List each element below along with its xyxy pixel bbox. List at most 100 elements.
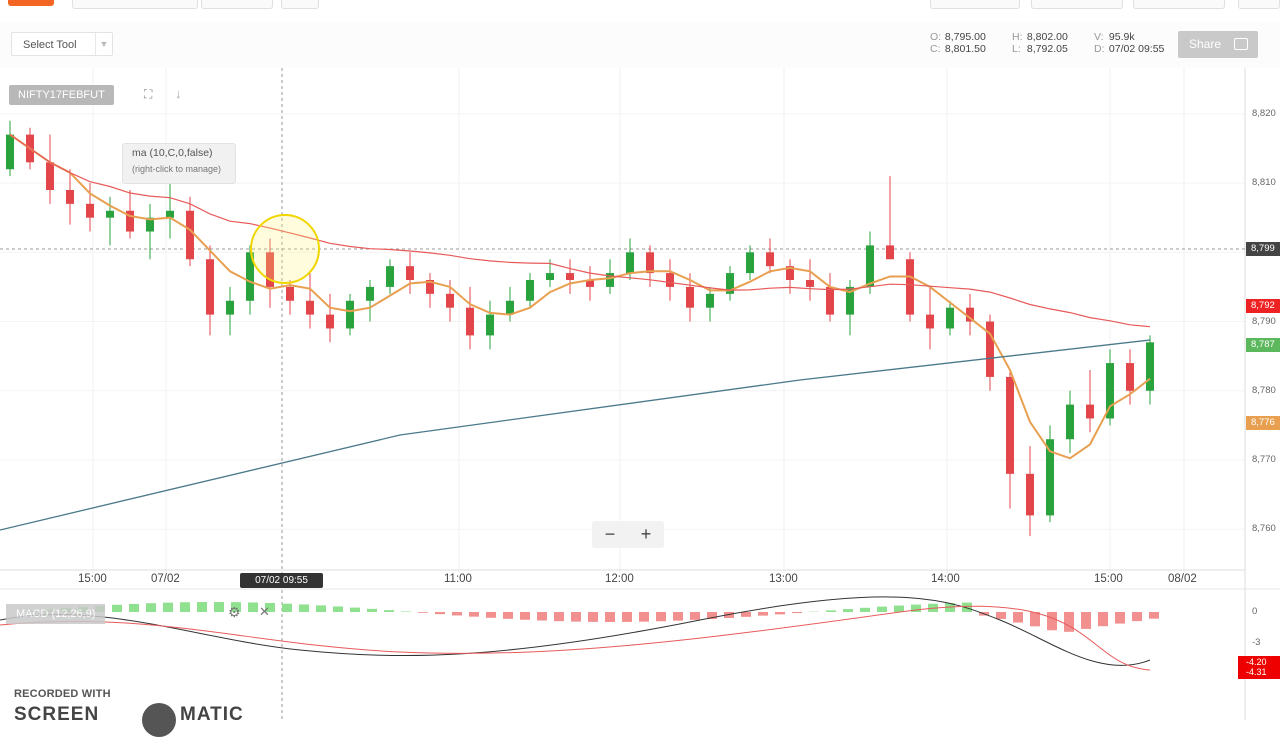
candle-down bbox=[986, 322, 994, 377]
macd-tick-0: 0 bbox=[1252, 606, 1257, 617]
candle-up bbox=[106, 211, 114, 218]
top-tab-4[interactable] bbox=[930, 0, 1020, 9]
zoom-in-button[interactable]: + bbox=[628, 521, 664, 548]
time-tick-label: 07/02 bbox=[151, 573, 180, 585]
expand-icon[interactable]: ⛶ bbox=[144, 88, 157, 101]
ohlc-high-low: H: 8,802.00 L: 8,792.05 bbox=[1012, 31, 1068, 55]
download-arrow-icon[interactable]: ↓ bbox=[175, 86, 182, 101]
candle-down bbox=[666, 273, 674, 287]
macd-histogram-bar bbox=[316, 605, 326, 612]
macd-histogram-bar bbox=[571, 612, 581, 622]
ohlc-volume-date: V: 95.9k D: 07/02 09:55 bbox=[1094, 31, 1164, 55]
watermark-brand-left: SCREEN bbox=[14, 704, 99, 726]
candle-down bbox=[466, 308, 474, 336]
crosshair-time-badge: 07/02 09:55 bbox=[240, 573, 323, 588]
macd-histogram-bar bbox=[469, 612, 479, 617]
high-value: 8,802.00 bbox=[1027, 31, 1068, 43]
candle-down bbox=[886, 245, 894, 259]
macd-histogram-bar bbox=[163, 603, 173, 612]
gear-icon[interactable]: ⚙ bbox=[228, 604, 241, 621]
price-tick-label: 8,820 bbox=[1252, 108, 1276, 119]
macd-histogram-bar bbox=[843, 609, 853, 612]
candle-up bbox=[226, 301, 234, 315]
top-tab-2[interactable] bbox=[201, 0, 273, 9]
macd-histogram-bar bbox=[418, 612, 428, 613]
candle-down bbox=[326, 315, 334, 329]
ma-slow-price-badge: 8,792 bbox=[1246, 299, 1280, 313]
candle-down bbox=[86, 204, 94, 218]
zoom-out-button[interactable]: − bbox=[592, 521, 628, 548]
candle-down bbox=[46, 162, 54, 190]
macd-histogram-bar bbox=[214, 602, 224, 612]
top-tab-5[interactable] bbox=[1031, 0, 1123, 9]
macd-histogram-bar bbox=[639, 612, 649, 622]
macd-histogram-bar bbox=[860, 608, 870, 612]
macd-histogram-bar bbox=[894, 606, 904, 612]
chevron-down-icon[interactable]: ▼ bbox=[95, 33, 112, 55]
candle-down bbox=[206, 259, 214, 314]
select-tool-label: Select Tool bbox=[23, 39, 77, 51]
macd-histogram-bar bbox=[486, 612, 496, 618]
candle-down bbox=[926, 315, 934, 329]
macd-histogram-bar bbox=[1013, 612, 1023, 623]
candle-down bbox=[1026, 474, 1034, 516]
candle-down bbox=[66, 190, 74, 204]
candle-up bbox=[866, 245, 874, 287]
watermark-brand-right: MATIC bbox=[180, 704, 244, 726]
macd-histogram-bar bbox=[1047, 612, 1057, 630]
candle-down bbox=[646, 252, 654, 273]
macd-histogram-bar bbox=[537, 612, 547, 621]
ma-tooltip-title: ma (10,C,0,false) bbox=[132, 147, 235, 159]
macd-histogram-bar bbox=[282, 604, 292, 612]
volume-value: 95.9k bbox=[1109, 31, 1135, 43]
time-tick-label: 15:00 bbox=[78, 573, 107, 585]
brand-logo[interactable] bbox=[8, 0, 54, 6]
candle-down bbox=[806, 280, 814, 287]
top-tab-7[interactable] bbox=[1238, 0, 1280, 9]
top-tab-6[interactable] bbox=[1133, 0, 1225, 9]
ma-tooltip[interactable]: ma (10,C,0,false) (right-click to manage… bbox=[122, 143, 236, 184]
candle-down bbox=[306, 301, 314, 315]
macd-histogram-bar bbox=[350, 608, 360, 612]
close-icon[interactable]: ✕ bbox=[259, 604, 270, 620]
candle-up bbox=[346, 301, 354, 329]
macd-histogram-bar bbox=[792, 612, 802, 613]
macd-histogram-bar bbox=[1149, 612, 1159, 619]
top-tab-1[interactable] bbox=[72, 0, 198, 9]
zoom-controls: − + bbox=[592, 521, 664, 548]
macd-histogram-bar bbox=[129, 604, 139, 612]
time-tick-label: 15:00 bbox=[1094, 573, 1123, 585]
chart-toolbar bbox=[0, 22, 1280, 68]
macd-histogram-bar bbox=[996, 612, 1006, 619]
macd-histogram-bar bbox=[758, 612, 768, 616]
watermark-recorded-with: RECORDED WITH bbox=[14, 688, 111, 700]
price-tick-label: 8,790 bbox=[1252, 316, 1276, 327]
crosshair-price-badge: 8,799 bbox=[1246, 242, 1280, 256]
select-tool-dropdown[interactable]: Select Tool ▼ bbox=[11, 32, 113, 56]
candle-up bbox=[486, 315, 494, 336]
date-label: D: bbox=[1094, 43, 1106, 55]
macd-histogram-bar bbox=[673, 612, 683, 621]
candle-down bbox=[686, 287, 694, 308]
time-tick-label: 08/02 bbox=[1168, 573, 1197, 585]
top-tab-3[interactable] bbox=[281, 0, 319, 9]
macd-histogram-bar bbox=[435, 612, 445, 614]
candle-up bbox=[546, 273, 554, 280]
candle-up bbox=[626, 252, 634, 273]
candle-down bbox=[826, 287, 834, 315]
macd-histogram-bar bbox=[112, 605, 122, 612]
macd-histogram-bar bbox=[452, 612, 462, 615]
open-label: O: bbox=[930, 31, 942, 43]
low-value: 8,792.05 bbox=[1027, 43, 1068, 55]
candle-up bbox=[746, 252, 754, 273]
share-label: Share bbox=[1189, 37, 1221, 51]
symbol-label[interactable]: NIFTY17FEBFUT bbox=[9, 85, 114, 105]
macd-histogram-bar bbox=[1115, 612, 1125, 624]
click-highlight-circle bbox=[251, 215, 319, 283]
macd-histogram-bar bbox=[1064, 612, 1074, 632]
share-arrow-icon bbox=[1234, 38, 1248, 50]
share-button[interactable]: Share bbox=[1178, 31, 1258, 58]
candle-down bbox=[1126, 363, 1134, 391]
macd-label[interactable]: MACD (12,26,9) bbox=[6, 604, 105, 624]
candle-up bbox=[506, 301, 514, 315]
